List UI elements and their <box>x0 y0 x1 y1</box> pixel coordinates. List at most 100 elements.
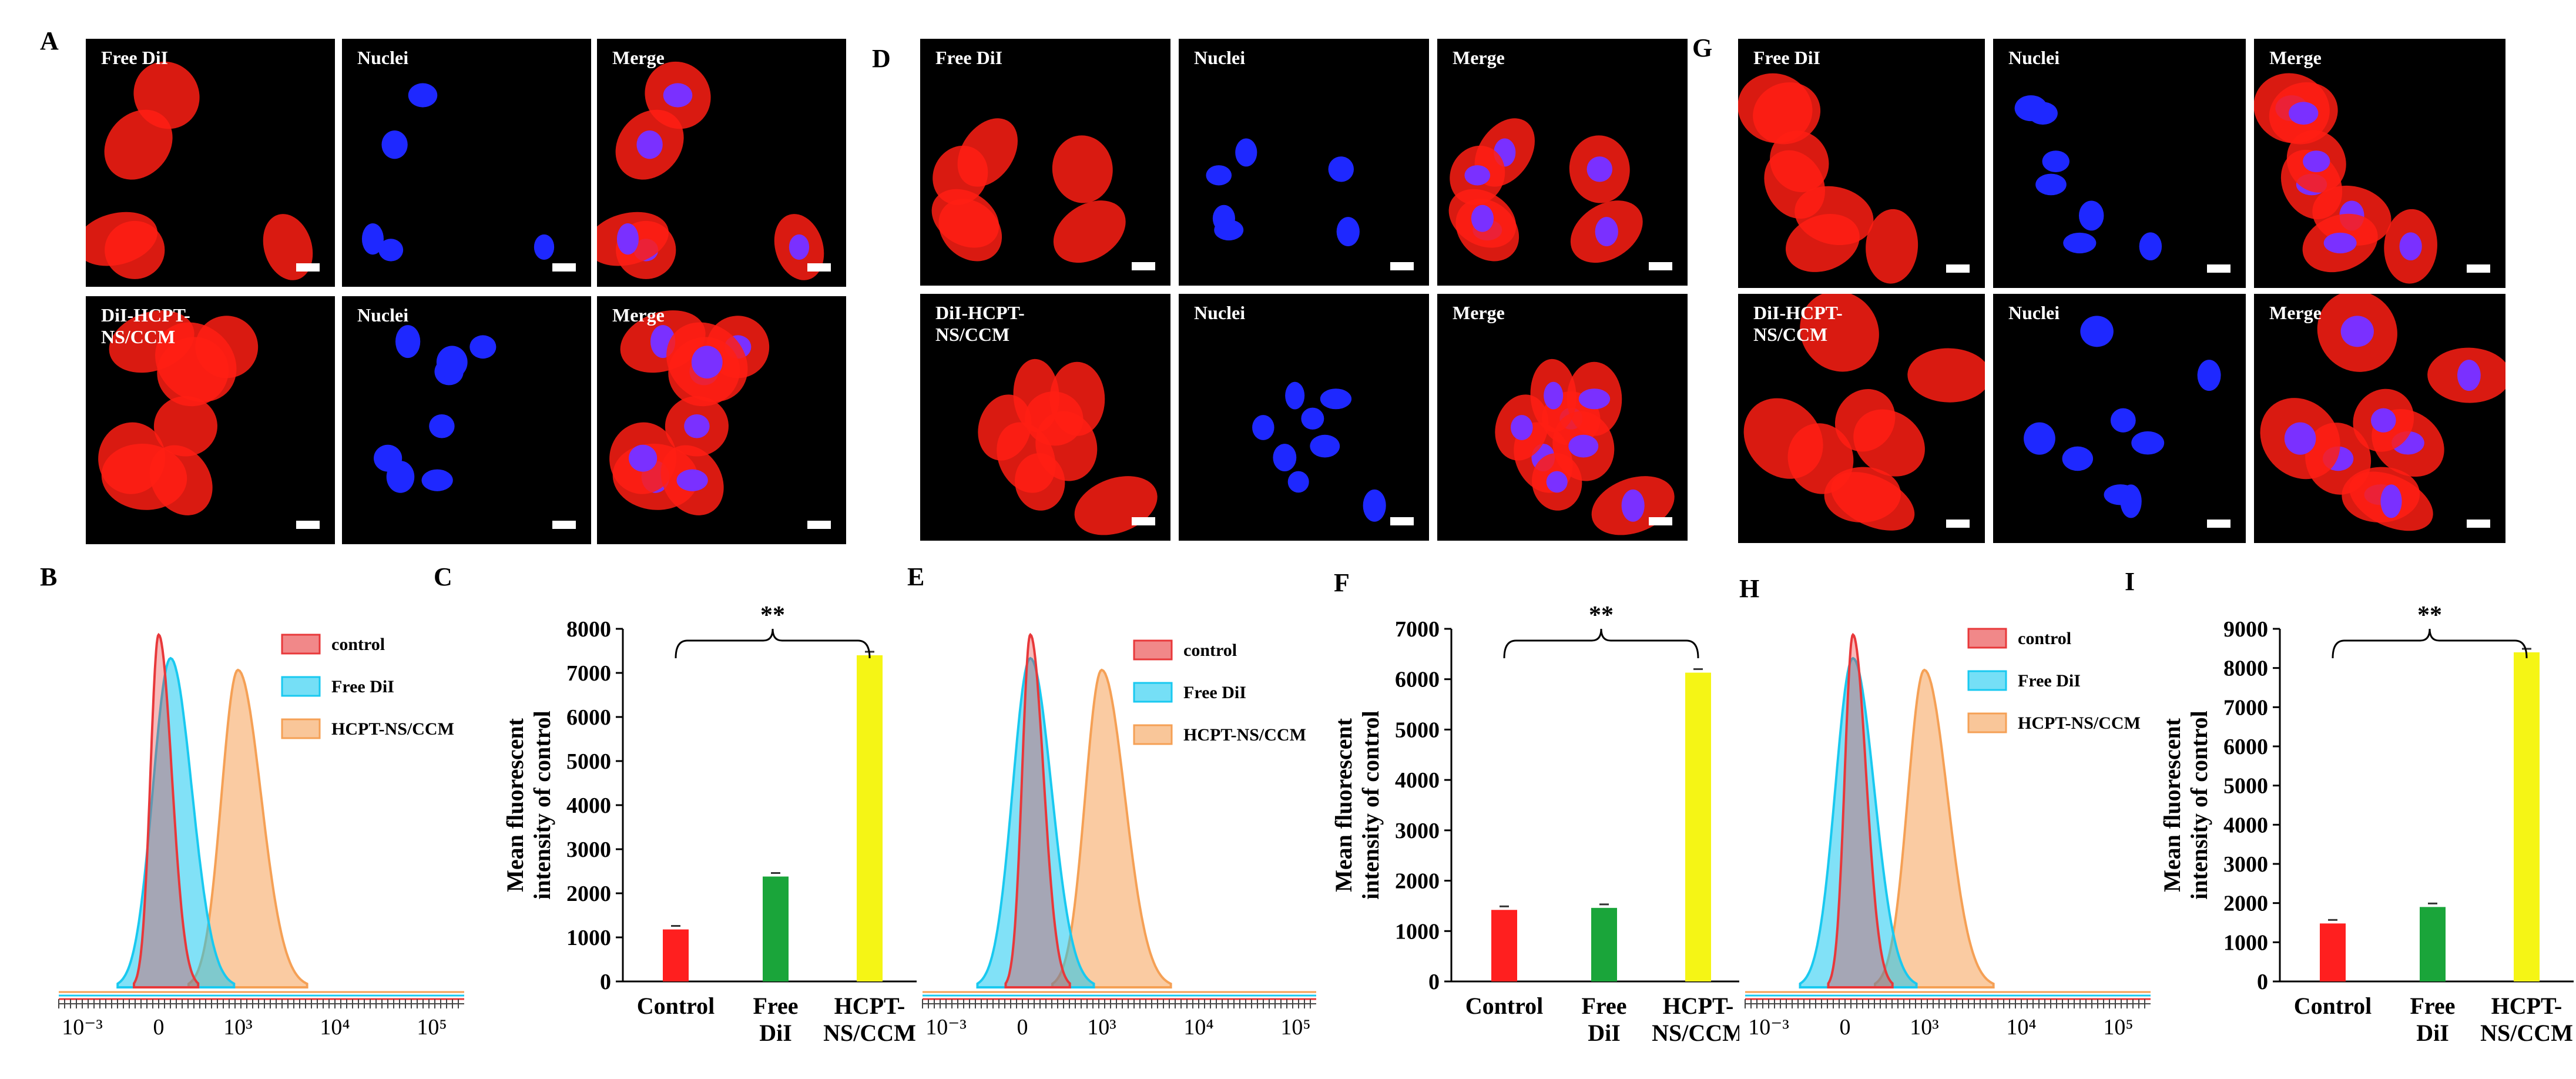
x-tick-label: 0 <box>1840 1015 1851 1040</box>
micrograph-label: DiI-HCPT- NS/CCM <box>101 304 190 347</box>
y-tick-label: 4000 <box>566 793 611 818</box>
micrograph-label: Nuclei <box>2008 47 2060 68</box>
flow-histogram-h: 10⁻³ 0 10³ 10⁴ 10⁵ control Free DiI HCPT-NS/CCM <box>1745 628 2151 1040</box>
panel-label-a: A <box>40 26 59 55</box>
significance-marker: ** <box>1589 602 1614 629</box>
legend-swatch-hcpt <box>1133 724 1173 745</box>
significance-marker: ** <box>2417 602 2442 629</box>
legend-label-free: Free DiI <box>2018 671 2081 691</box>
y-axis-label: Mean fluorescent intensity of control <box>502 711 555 899</box>
histogram-control <box>1827 632 1894 988</box>
micrograph-label: Merge <box>612 47 665 68</box>
scale-bar <box>2207 520 2230 528</box>
legend-swatch-control <box>1967 628 2007 649</box>
scale-bar <box>2207 264 2230 273</box>
legend-label-free: Free DiI <box>331 677 394 696</box>
micrograph-a-r1-dil: Free DiI <box>86 39 335 287</box>
x-tick-label: 10⁴ <box>2006 1015 2036 1040</box>
y-axis-label-line1: Mean fluorescent <box>2159 718 2185 892</box>
significance-bracket <box>2332 628 2528 659</box>
legend-swatch-hcpt <box>1967 712 2007 733</box>
scale-bar <box>1649 517 1672 525</box>
micrograph-label: Nuclei <box>1194 47 1246 68</box>
scale-bar <box>807 521 831 529</box>
legend-label-hcpt: HCPT-NS/CCM <box>2018 713 2141 733</box>
micrograph-label: Merge <box>2269 47 2322 68</box>
bar-2 <box>2514 652 2540 981</box>
y-tick-label: 2000 <box>2223 892 2268 916</box>
micrograph-label: Merge <box>612 304 665 326</box>
legend-label-control: control <box>331 635 385 654</box>
bar-2 <box>857 655 883 981</box>
scale-bar <box>2467 264 2490 273</box>
significance-bracket <box>675 628 871 659</box>
y-tick-label: 0 <box>2257 970 2268 994</box>
bar-0 <box>1491 910 1517 981</box>
y-tick-label: 1000 <box>566 926 611 950</box>
y-tick-label: 0 <box>1428 970 1440 994</box>
y-axis-label: Mean fluorescent intensity of control <box>2159 711 2212 899</box>
flow-histogram-e: 10⁻³ 0 10³ 10⁴ 10⁵ control Free DiI HCPT-NS/CCM <box>922 632 1316 1040</box>
histogram-free <box>976 656 1095 988</box>
histogram-control <box>1004 632 1071 988</box>
y-axis-label-line1: Mean fluorescent <box>1330 718 1357 892</box>
x-category-label: Control <box>1465 993 1544 1019</box>
micrograph-label: Free DiI <box>935 47 1003 68</box>
micrograph-label: Merge <box>1453 302 1505 323</box>
bar-chart-i: 0 1000 2000 3000 4000 5000 6000 7000 8000 9000 Mea… <box>2159 602 2574 1046</box>
micrograph-label: Free DiI <box>101 47 169 68</box>
x-tick-label: 10³ <box>1910 1015 1938 1040</box>
micrograph-d-r2-dil: DiI-HCPT- NS/CCM <box>920 294 1170 541</box>
micrograph-a-r2-dil: DiI-HCPT- NS/CCM <box>86 296 335 544</box>
x-category-label: DiI <box>759 1020 792 1046</box>
micrograph-a-r2-merge: Merge <box>597 296 846 544</box>
y-axis-label-line2: intensity of control <box>2186 711 2212 899</box>
panel-label-d: D <box>872 44 891 73</box>
x-tick-label: 10⁴ <box>320 1015 350 1040</box>
x-category-label: DiI <box>2416 1020 2449 1046</box>
micrograph-g-r1-merge: Merge <box>2254 39 2505 288</box>
micrograph-a-r2-nuclei: Nuclei <box>342 296 591 544</box>
legend-label-control: control <box>1183 641 1237 660</box>
legend-swatch-free <box>1967 670 2007 691</box>
x-category-label: NS/CCM <box>2480 1020 2573 1046</box>
y-tick-label: 2000 <box>1395 869 1440 894</box>
y-axis-label-line2: intensity of control <box>529 711 555 899</box>
scale-bar <box>552 263 576 272</box>
y-tick-label: 3000 <box>2223 852 2268 877</box>
x-tick-label: 10⁵ <box>417 1015 447 1040</box>
x-category-label: Control <box>2294 993 2372 1019</box>
scale-bar <box>1132 262 1155 270</box>
x-tick-label: 10⁻³ <box>1748 1015 1789 1040</box>
micrograph-label: DiI-HCPT- NS/CCM <box>1753 302 1843 345</box>
legend-swatch-hcpt <box>281 718 321 739</box>
legend-swatch-control <box>1133 639 1173 661</box>
y-tick-label: 5000 <box>566 749 611 774</box>
micrograph-g-r1-dil: Free DiI <box>1738 39 1985 288</box>
x-category-label: Free <box>753 993 799 1019</box>
micrograph-d-r2-nuclei: Nuclei <box>1179 294 1429 541</box>
legend-swatch-free <box>1133 682 1173 703</box>
scale-bar <box>296 263 320 272</box>
histogram-control <box>133 632 200 988</box>
micrograph-label: Nuclei <box>1194 302 1246 323</box>
y-tick-label: 9000 <box>2223 617 2268 642</box>
legend-label-control: control <box>2018 629 2071 648</box>
scale-bar <box>1132 517 1155 525</box>
micrograph-a-r1-nuclei: Nuclei <box>342 39 591 287</box>
scale-bar <box>2467 520 2490 528</box>
panel-label-f: F <box>1334 568 1350 597</box>
x-tick-label: 0 <box>153 1015 165 1040</box>
x-tick-label: 10³ <box>223 1015 252 1040</box>
micrograph-d-r1-dil: Free DiI <box>920 39 1170 286</box>
bar-1 <box>763 876 789 981</box>
micrograph-label: DiI-HCPT- NS/CCM <box>935 302 1025 345</box>
x-category-label: NS/CCM <box>1652 1020 1739 1046</box>
legend-label-hcpt: HCPT-NS/CCM <box>1183 725 1306 745</box>
legend-label-hcpt: HCPT-NS/CCM <box>331 719 454 739</box>
y-tick-label: 3000 <box>1395 819 1440 843</box>
y-tick-label: 7000 <box>1395 617 1440 642</box>
micrograph-label: Merge <box>2269 302 2322 323</box>
y-axis-label: Mean fluorescent intensity of control <box>1330 711 1384 899</box>
x-category-label: HCPT- <box>2491 993 2562 1019</box>
